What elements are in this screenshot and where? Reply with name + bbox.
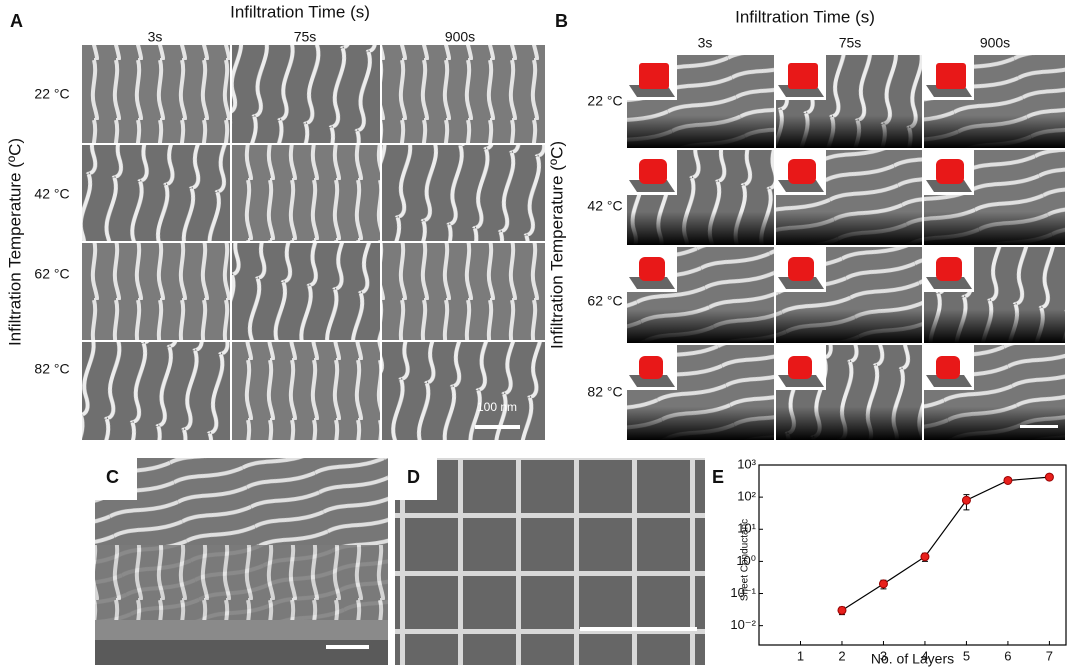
inset-block [639,257,665,281]
substrate [924,115,1065,148]
substrate [776,406,922,440]
y-tick-label: 10³ [737,456,756,471]
row-title: Infiltration Temperature (ºC) [547,141,566,349]
column-label: 3s [698,35,713,51]
x-tick-label: 4 [921,648,928,663]
data-point [961,495,971,505]
inset-block [639,159,667,184]
substrate [776,211,922,245]
panel-label: E [712,467,724,487]
data-point [920,552,930,562]
y-tick-label: 10¹ [737,521,756,536]
substrate [627,115,774,148]
row-label: 82 °C [587,384,622,400]
x-tick-label: 5 [963,648,970,663]
inset-block [936,63,966,89]
substrate [776,115,922,148]
column-label: 900s [980,35,1010,51]
substrate [924,211,1065,245]
data-point [1044,472,1054,482]
y-tick-label: 10⁻¹ [730,585,756,600]
row-label: 42 °C [34,186,69,202]
x-tick-label: 6 [1004,648,1011,663]
inset-block [936,257,962,281]
inset-block [788,257,814,281]
column-label: 3s [148,29,163,45]
data-point [837,605,847,615]
inset-block [936,159,964,184]
substrate [924,309,1065,343]
y-tick-label: 10² [737,489,756,504]
panel-label: B [555,11,568,31]
scale-bar [1020,425,1058,428]
x-tick-label: 3 [880,648,887,663]
inset-substrate [926,375,972,387]
column-label: 75s [839,35,862,51]
substrate [924,406,1065,440]
column-title: Infiltration Time (s) [230,2,370,21]
y-axis-label: Sheet Conductanc [740,519,751,601]
row-label: 22 °C [34,86,69,102]
substrate [627,309,774,343]
inset-block [936,356,960,379]
panel-d-image [395,458,705,665]
inset-block [788,159,816,184]
substrate [776,309,922,343]
inset-block [639,356,663,379]
data-point [1003,475,1013,485]
column-title: Infiltration Time (s) [735,7,875,26]
data-point [878,579,888,589]
inset-substrate [629,375,675,387]
substrate [627,406,774,440]
panel-label: A [10,11,23,31]
column-label: 75s [294,29,317,45]
x-tick-label: 7 [1046,648,1053,663]
row-title: Infiltration Temperature (ºC) [5,138,24,346]
plot-frame [758,464,1067,646]
panel-label: D [407,467,420,487]
substrate [627,211,774,245]
chart-e: E 1 2 3 4 5 6 7 10⁻² 10⁻¹ 10⁰ 10¹ 10² 10³ No. of Layer… [712,456,1067,667]
scale-bar-label: 100 nm [477,400,517,414]
row-label: 42 °C [587,198,622,214]
inset-substrate [778,277,824,289]
panel-b-images [627,55,1065,440]
panel-label: C [106,467,119,487]
x-tick-label: 1 [797,648,804,663]
inset-substrate [778,375,824,387]
series-line [841,476,1050,611]
inset-block [788,356,812,379]
inset-substrate [926,277,972,289]
column-label: 900s [445,29,475,45]
x-axis-label: No. of Layers [871,651,954,667]
row-label: 62 °C [34,266,69,282]
panel-c-image [95,458,388,665]
x-tick-label: 2 [838,648,845,663]
inset-block [639,63,669,89]
row-label: 22 °C [587,93,622,109]
inset-substrate [629,277,675,289]
inset-block [788,63,818,89]
row-label: 82 °C [34,361,69,377]
y-tick-label: 10⁻² [730,617,756,632]
micrographs [82,45,1065,665]
row-label: 62 °C [587,293,622,309]
y-tick-label: 10⁰ [736,553,756,568]
panel-a-images [82,45,545,440]
